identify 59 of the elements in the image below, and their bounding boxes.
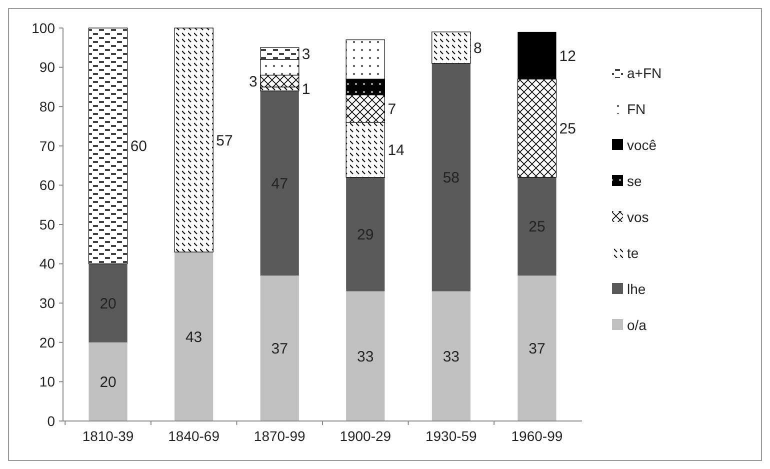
data-label: 37 [271,340,288,358]
bar [432,291,470,421]
legend-label: lhe [627,280,646,297]
legend-label: a+FN [627,64,662,81]
y-tick-label: 60 [39,177,56,194]
data-label: 43 [185,328,202,346]
bar [260,90,299,276]
x-tick-label: 1840-69 [168,428,220,444]
bar [346,291,385,421]
bar [518,177,556,276]
y-tick-label: 100 [32,20,56,36]
bar [88,28,128,264]
data-label: 29 [357,226,374,244]
y-tick-label: 50 [39,216,56,232]
bar [88,342,128,421]
data-label: 25 [528,218,546,236]
data-label: 57 [216,132,233,150]
data-label: 3 [302,46,310,63]
data-label: 7 [388,100,396,118]
legend-label: te [627,244,639,261]
data-label: 20 [100,374,116,391]
bar [88,264,128,342]
bar [174,252,214,421]
data-label: 20 [100,295,116,312]
bar [518,276,556,421]
data-label: 1 [302,81,310,98]
data-label: 60 [130,138,148,156]
bar [260,276,299,421]
data-label: 8 [473,40,482,57]
legend-label: vos [627,208,649,225]
legend-label: FN [627,100,646,117]
y-tick-label: 40 [39,256,56,272]
y-tick-label: 70 [39,138,56,154]
data-label: 14 [388,142,404,160]
x-tick-label: 1900-29 [340,428,392,444]
legend-label: se [627,172,642,189]
data-label: 37 [528,340,546,358]
x-tick-label: 1960-99 [511,428,563,444]
data-label: 33 [442,348,460,366]
bar [346,177,385,292]
y-tick-label: 10 [39,374,56,390]
data-label: 12 [559,48,576,65]
y-tick-label: 0 [47,412,56,429]
x-tick-label: 1810-39 [82,428,134,444]
y-tick-label: 20 [39,334,56,350]
y-tick-label: 90 [39,59,56,76]
y-tick-label: 30 [39,295,56,311]
data-label: 33 [357,348,374,366]
x-tick-label: 1870-99 [254,428,306,444]
data-label: 3 [248,73,258,90]
data-label: 58 [442,170,460,187]
data-label: 25 [559,120,576,138]
legend-label: o/a [627,316,647,333]
bar [432,32,471,64]
bar [432,63,470,292]
bar [174,28,214,252]
x-tick-label: 1930-59 [425,428,478,444]
y-tick-label: 80 [39,98,56,114]
legend-label: você [627,136,657,153]
